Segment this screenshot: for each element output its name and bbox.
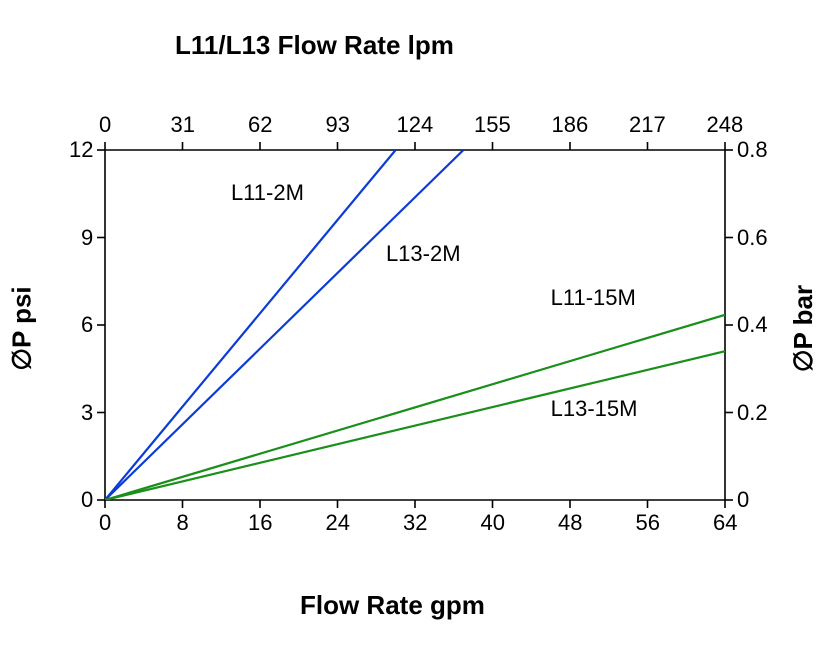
tick-label: 0 — [99, 510, 111, 536]
series-label: L13-2M — [386, 241, 461, 267]
tick-label: 31 — [171, 112, 195, 138]
tick-label: 248 — [707, 112, 744, 138]
tick-label: 3 — [81, 400, 93, 426]
tick-label: 6 — [81, 312, 93, 338]
tick-label: 8 — [177, 510, 189, 536]
tick-label: 32 — [403, 510, 427, 536]
series-label: L11-2M — [231, 180, 304, 206]
tick-label: 0 — [99, 112, 111, 138]
tick-label: 48 — [558, 510, 582, 536]
tick-label: 93 — [326, 112, 350, 138]
tick-label: 0.2 — [737, 400, 768, 426]
tick-label: 217 — [629, 112, 666, 138]
tick-label: 0 — [737, 487, 749, 513]
tick-label: 0.4 — [737, 312, 768, 338]
pressure-flow-chart: L11/L13 Flow Rate lpm Flow Rate gpm ∅P p… — [0, 0, 832, 648]
tick-label: 40 — [481, 510, 505, 536]
tick-label: 64 — [713, 510, 737, 536]
tick-label: 62 — [248, 112, 272, 138]
tick-label: 9 — [81, 225, 93, 251]
tick-label: 124 — [397, 112, 434, 138]
tick-label: 0.8 — [737, 137, 768, 163]
plot-svg — [0, 0, 832, 648]
tick-label: 186 — [552, 112, 589, 138]
series-label: L11-15M — [551, 285, 636, 311]
tick-label: 155 — [474, 112, 511, 138]
tick-label: 24 — [326, 510, 350, 536]
tick-label: 0 — [81, 487, 93, 513]
tick-label: 0.6 — [737, 225, 768, 251]
series-line — [105, 351, 725, 500]
tick-label: 12 — [69, 137, 93, 163]
series-label: L13-15M — [551, 396, 638, 422]
tick-label: 56 — [636, 510, 660, 536]
tick-label: 16 — [248, 510, 272, 536]
